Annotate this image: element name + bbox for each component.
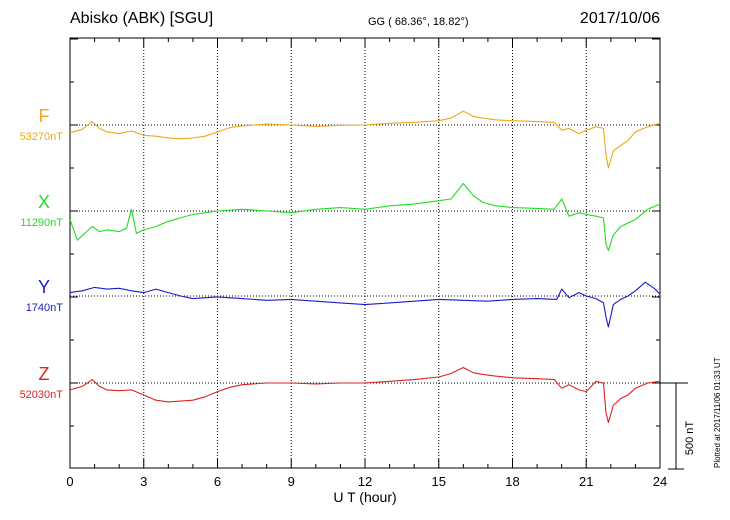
x-tick-label: 21 xyxy=(579,474,593,489)
plotted-timestamp: Plotted at 2017/11/06 01:33 UT xyxy=(713,357,722,468)
series-line-y xyxy=(69,281,661,328)
x-tick-label: 15 xyxy=(432,474,446,489)
baseline-label-y: 1740nT xyxy=(26,302,64,314)
x-axis-label: U T (hour) xyxy=(333,489,396,505)
plot-date: 2017/10/06 xyxy=(579,10,660,27)
scale-bar-label: 500 nT xyxy=(684,421,696,456)
x-tick-label: 6 xyxy=(214,474,221,489)
baseline-label-f: 53270nT xyxy=(20,131,64,143)
x-tick-label: 24 xyxy=(653,474,667,489)
series-line-z xyxy=(69,366,661,424)
station-title: Abisko (ABK) [SGU] xyxy=(70,10,214,27)
x-tick-label: 9 xyxy=(288,474,295,489)
x-tick-label: 0 xyxy=(66,474,73,489)
series-line-x xyxy=(69,182,661,252)
series-name-f: F xyxy=(39,106,50,126)
baseline-label-x: 11290nT xyxy=(20,217,63,229)
series-name-x: X xyxy=(38,192,50,212)
x-tick-label: 18 xyxy=(505,474,519,489)
x-tick-label: 12 xyxy=(358,474,372,489)
baseline-label-z: 52030nT xyxy=(20,389,64,401)
series-line-f xyxy=(69,110,661,169)
plot-frame xyxy=(69,37,661,469)
series-name-z: Z xyxy=(39,364,50,384)
geographic-coordinates: GG ( 68.36°, 18.82°) xyxy=(368,16,469,28)
x-tick-label: 3 xyxy=(140,474,147,489)
series-name-y: Y xyxy=(38,277,50,297)
